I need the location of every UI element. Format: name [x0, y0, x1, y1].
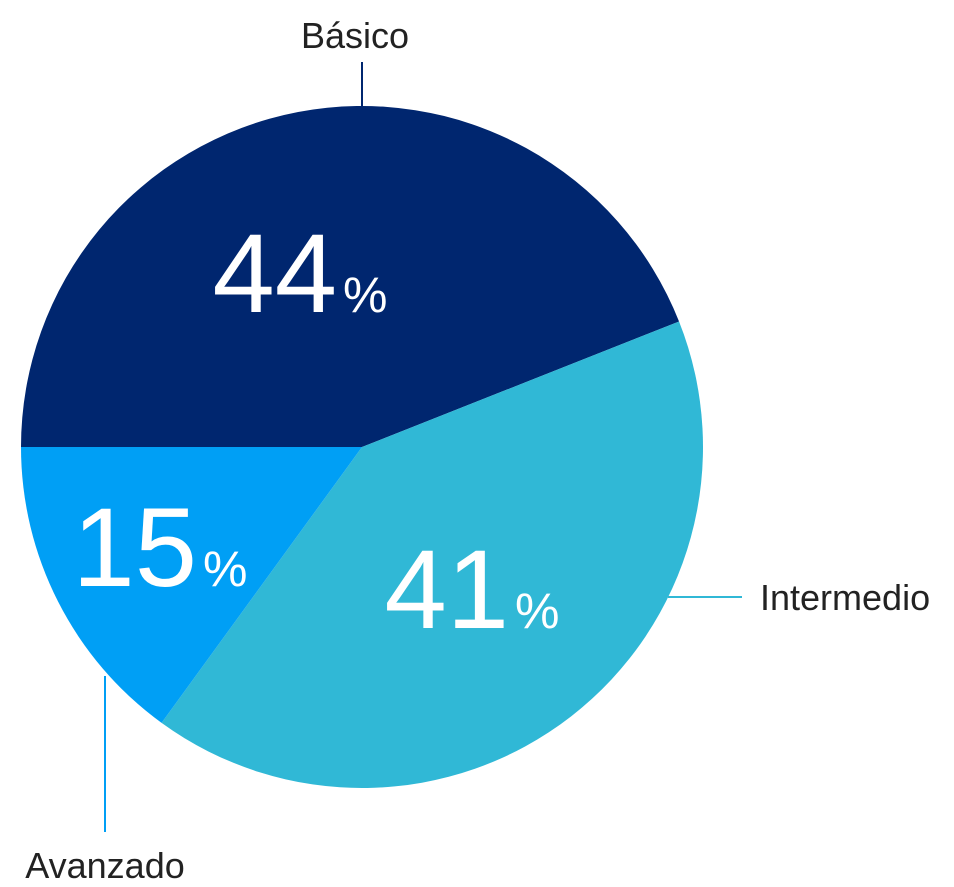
value-label: 15%	[72, 485, 247, 610]
value-label: 41%	[384, 527, 559, 652]
category-label: Avanzado	[25, 845, 184, 886]
category-label: Básico	[301, 15, 409, 56]
value-number: 41	[384, 527, 509, 652]
value-unit: %	[343, 267, 387, 323]
value-number: 44	[212, 211, 337, 336]
pie-slice	[161, 321, 703, 789]
value-label: 44%	[212, 211, 387, 336]
value-unit: %	[515, 583, 559, 639]
value-number: 15	[72, 485, 197, 610]
category-label: Intermedio	[760, 577, 930, 618]
value-unit: %	[203, 541, 247, 597]
pie-slice	[21, 105, 680, 447]
pie-slice	[21, 447, 362, 723]
